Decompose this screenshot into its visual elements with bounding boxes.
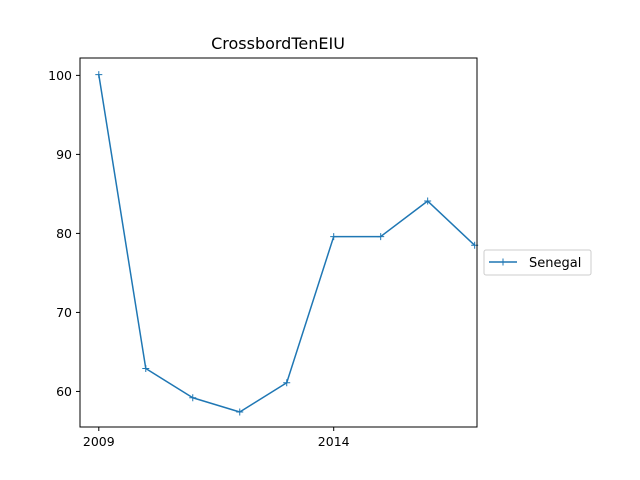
data-point-senegal-2011 bbox=[189, 394, 197, 402]
y-tick-label-100: 100 bbox=[48, 68, 72, 83]
plot-area bbox=[95, 71, 479, 416]
y-tick-label-70: 70 bbox=[56, 305, 72, 320]
data-point-senegal-2010 bbox=[142, 365, 150, 373]
axes-frame bbox=[79, 57, 478, 428]
data-point-senegal-2009 bbox=[95, 71, 103, 79]
legend-label-senegal: Senegal bbox=[529, 256, 581, 271]
data-point-senegal-2016 bbox=[424, 197, 432, 205]
x-tick-label-2009: 2009 bbox=[83, 434, 115, 449]
data-point-senegal-2013 bbox=[283, 379, 291, 387]
y-tick-label-60: 60 bbox=[56, 384, 72, 399]
chart-title: CrossbordTenEIU bbox=[211, 34, 345, 53]
x-tick-label-2014: 2014 bbox=[318, 434, 350, 449]
legend-box bbox=[483, 249, 592, 276]
legend-marker-senegal bbox=[499, 258, 507, 266]
data-point-senegal-2015 bbox=[377, 233, 385, 241]
y-tick-label-90: 90 bbox=[56, 147, 72, 162]
y-tick-label-80: 80 bbox=[56, 226, 72, 241]
legend: Senegal bbox=[483, 249, 592, 276]
data-point-senegal-2012 bbox=[236, 408, 244, 416]
data-point-senegal-2014 bbox=[330, 233, 338, 241]
axes: 2009 2014 60 70 80 90 100 bbox=[48, 68, 350, 449]
